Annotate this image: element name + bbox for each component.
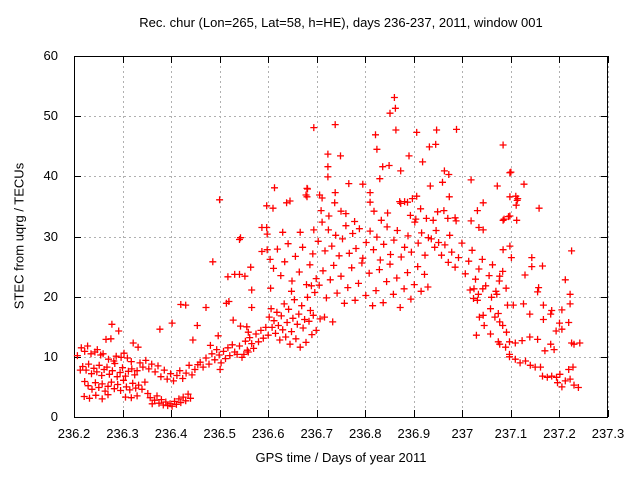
y-tick-label: 30 <box>43 228 58 244</box>
y-tick-label: 0 <box>50 409 58 424</box>
x-tick-label: 236.7 <box>300 426 333 441</box>
chart-title: Rec. chur (Lon=265, Lat=58, h=HE), days … <box>139 15 543 30</box>
x-tick-label: 236.8 <box>348 426 382 441</box>
x-tick-label: 236.9 <box>397 426 431 441</box>
y-tick-label: 40 <box>43 168 58 184</box>
y-tick-label: 20 <box>43 288 58 304</box>
x-tick-label: 236.4 <box>154 426 188 441</box>
x-tick-label: 237.2 <box>543 426 576 441</box>
x-tick-label: 237 <box>451 426 474 441</box>
scatter-points <box>73 94 584 410</box>
x-tick-label: 236.2 <box>57 426 91 441</box>
gridlines <box>74 56 609 418</box>
x-tick-label: 237.3 <box>591 426 625 441</box>
x-axis-title: GPS time / Days of year 2011 <box>255 450 427 465</box>
y-tick-label: 50 <box>43 108 58 124</box>
x-tick-label: 237.1 <box>494 426 528 441</box>
y-tick-label: 10 <box>43 348 58 364</box>
x-tick-label: 236.5 <box>203 426 236 441</box>
x-tick-label: 236.6 <box>251 426 285 441</box>
x-tick-label: 236.3 <box>106 426 139 441</box>
y-tick-label: 60 <box>43 48 58 63</box>
axis-ticks <box>73 55 610 419</box>
